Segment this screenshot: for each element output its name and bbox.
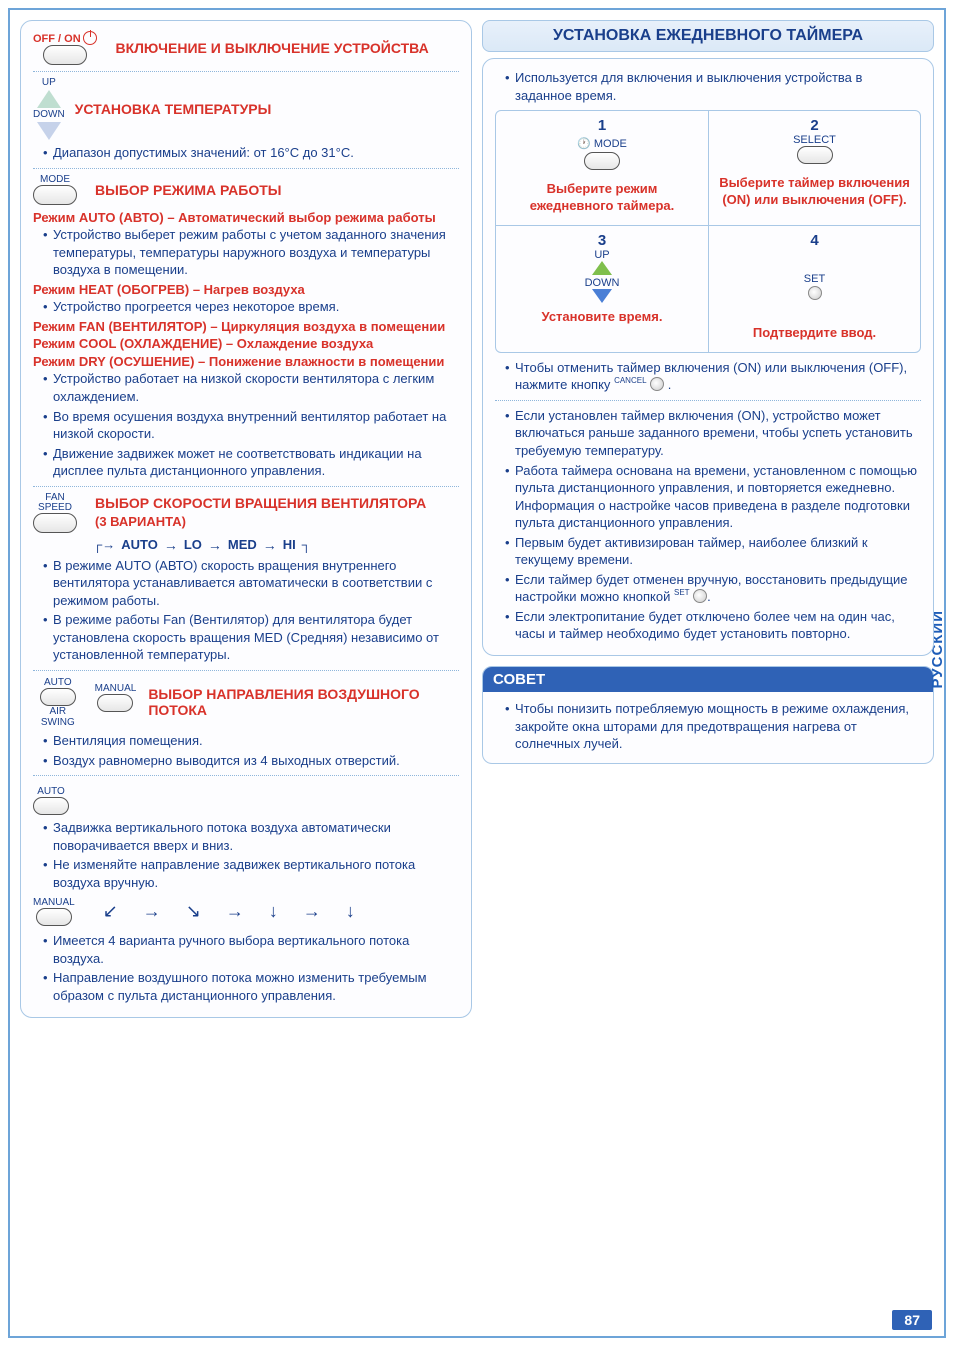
step4-button-icon <box>808 286 822 300</box>
air-auto-lbl: AUTO <box>44 677 72 688</box>
note1: Если установлен таймер включения (ON), у… <box>505 407 921 460</box>
onoff-button-icon <box>43 45 87 65</box>
fan-sub: (3 ВАРИАНТА) <box>95 514 186 529</box>
note2: Работа таймера основана на времени, уста… <box>505 462 921 532</box>
step2-num: 2 <box>717 117 912 134</box>
air-title: ВЫБОР НАПРАВЛЕНИЯ ВОЗДУШНОГО ПОТОКА <box>148 686 459 718</box>
air-auto-lbl2: AUTO <box>37 786 65 797</box>
step4-text: Подтвердите ввод. <box>717 325 912 342</box>
onoff-title: ВКЛЮЧЕНИЕ И ВЫКЛЮЧЕНИЕ УСТРОЙСТВА <box>115 40 428 56</box>
step4-num: 4 <box>717 232 912 249</box>
air-p2: Воздух равномерно выводится из 4 выходны… <box>43 752 459 770</box>
temp-up-label: UP <box>42 78 56 88</box>
fan-cycle: ┌→ AUTO→ LO→ MED→ HI ┐ <box>93 537 459 553</box>
cancel-line: Чтобы отменить таймер включения (ON) или… <box>505 359 921 394</box>
air-p1: Вентиляция помещения. <box>43 732 459 750</box>
mode-title: ВЫБОР РЕЖИМА РАБОТЫ <box>95 182 281 198</box>
heat-head: Режим HEAT (ОБОГРЕВ) – Нагрев воздуха <box>33 281 459 299</box>
auto-head: Режим AUTO (АВТО) – Автоматический выбор… <box>33 209 459 227</box>
fanspeed-button-icon <box>33 513 77 533</box>
temp-range: Диапазон допустимых значений: от 16°C до… <box>43 144 459 162</box>
fan-head: Режим FAN (ВЕНТИЛЯТОР) – Циркуляция возд… <box>33 318 459 336</box>
note4: Если таймер будет отменен вручную, восст… <box>505 571 921 606</box>
fan-med: MED <box>228 537 257 552</box>
step3-up: UP <box>504 249 700 261</box>
note4a: Если таймер будет отменен вручную, восст… <box>515 572 908 605</box>
fan-auto: AUTO <box>121 537 158 552</box>
dry-b2: Во время осушения воздуха внутренний вен… <box>43 408 459 443</box>
step1-button-icon <box>584 152 620 170</box>
cancel-button-icon <box>650 377 664 391</box>
step2-text: Выберите таймер включения (ON) или выклю… <box>717 175 912 209</box>
left-panel: OFF / ON ВКЛЮЧЕНИЕ И ВЫКЛЮЧЕНИЕ УСТРОЙСТ… <box>20 20 472 1018</box>
step3-dn: DOWN <box>504 277 700 289</box>
air-manual-lbl: MANUAL <box>95 683 137 694</box>
air-auto-btn2-icon <box>33 797 69 815</box>
step1-btn: MODE <box>594 138 627 150</box>
timer-intro: Используется для включения и выключения … <box>505 69 921 104</box>
down-icon <box>37 122 61 140</box>
cancel-small-label: CANCEL <box>614 377 646 384</box>
fan-title: ВЫБОР СКОРОСТИ ВРАЩЕНИЯ ВЕНТИЛЯТОРА <box>95 495 426 511</box>
dry-b3: Движение задвижек может не соответствова… <box>43 445 459 480</box>
step3-up-icon <box>592 261 612 275</box>
step1-num: 1 <box>504 117 700 134</box>
timer-panel: Используется для включения и выключения … <box>482 58 934 656</box>
heat-body: Устройство прогреется через некоторое вр… <box>43 298 459 316</box>
mode-button-icon <box>33 185 77 205</box>
cancel-text: Чтобы отменить таймер включения (ON) или… <box>515 360 907 393</box>
tip-box: СОВЕТ Чтобы понизить потребляемую мощнос… <box>482 666 934 764</box>
step3-text: Установите время. <box>504 309 700 326</box>
step2-button-icon <box>797 146 833 164</box>
cool-head: Режим COOL (ОХЛАЖДЕНИЕ) – Охлаждение воз… <box>33 335 459 353</box>
tip-body: Чтобы понизить потребляемую мощность в р… <box>505 700 921 753</box>
power-icon <box>83 31 97 45</box>
auto-body: Устройство выберет режим работы с учетом… <box>43 226 459 279</box>
note3: Первым будет активизирован таймер, наибо… <box>505 534 921 569</box>
tip-head: СОВЕТ <box>483 667 933 692</box>
set-small-label: SET <box>674 589 690 596</box>
step1-text: Выберите режим ежедневного таймера. <box>504 181 700 215</box>
fan-p1: В режиме AUTO (АВТО) скорость вращения в… <box>43 557 459 610</box>
step3-num: 3 <box>504 232 700 249</box>
dry-b1: Устройство работает на низкой скорости в… <box>43 370 459 405</box>
page-number: 87 <box>892 1310 932 1330</box>
air-manual-btn-icon <box>97 694 133 712</box>
air-manual-lbl2: MANUAL <box>33 897 75 908</box>
up-icon <box>37 90 61 108</box>
air-p4: Не изменяйте направление задвижек вертик… <box>43 856 459 891</box>
temp-title: УСТАНОВКА ТЕМПЕРАТУРЫ <box>75 101 272 117</box>
note4b: . <box>707 589 711 604</box>
air-p6: Направление воздушного потока можно изме… <box>43 969 459 1004</box>
temp-down-label: DOWN <box>33 110 65 120</box>
air-p5: Имеется 4 варианта ручного выбора вертик… <box>43 932 459 967</box>
clock-icon <box>577 138 591 150</box>
air-manual-btn2-icon <box>36 908 72 926</box>
air-p3: Задвижка вертикального потока воздуха ав… <box>43 819 459 854</box>
set-button-icon <box>693 589 707 603</box>
fan-lo: LO <box>184 537 202 552</box>
step2-btn: SELECT <box>717 134 912 146</box>
air-swing-lbl: AIR SWING <box>33 706 83 728</box>
fan-p2: В режиме работы Fan (Вентилятор) для вен… <box>43 611 459 664</box>
mode-btn-label: MODE <box>40 175 70 185</box>
step4-btn: SET <box>717 273 912 285</box>
dry-head: Режим DRY (ОСУШЕНИЕ) – Понижение влажнос… <box>33 353 459 371</box>
air-auto-btn-icon <box>40 688 76 706</box>
right-header: УСТАНОВКА ЕЖЕДНЕВНОГО ТАЙМЕРА <box>482 20 934 52</box>
note5: Если электропитание будет отключено боле… <box>505 608 921 643</box>
fan-hi: HI <box>283 537 296 552</box>
offon-label: OFF / ON <box>33 33 81 45</box>
step3-down-icon <box>592 289 612 303</box>
fan-lbl2: SPEED <box>38 503 72 513</box>
airflow-arrows-icon: ↙ → ↘ → ↓ → ↓ <box>103 901 365 922</box>
